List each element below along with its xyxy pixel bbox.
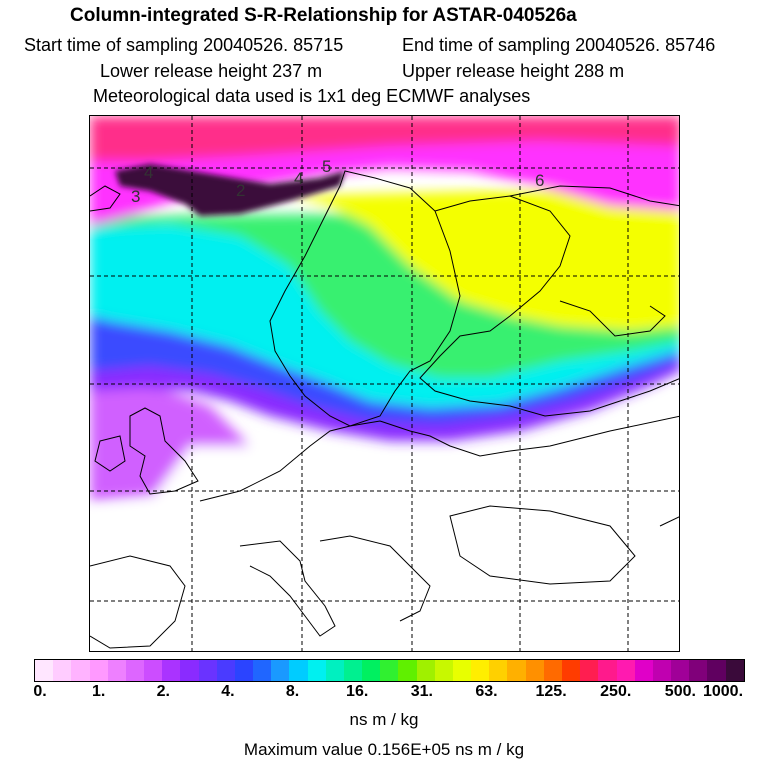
colorbar-segment <box>725 660 744 681</box>
colorbar-segment <box>380 660 399 681</box>
trajectory-label-4: 4 <box>294 169 303 188</box>
colorbar-segment <box>107 660 126 681</box>
colorbar-tick-label: 8. <box>285 683 300 700</box>
colorbar-segment <box>489 660 508 681</box>
colorbar-units: ns m / kg <box>349 710 419 729</box>
trajectory-label-6: 6 <box>535 171 544 190</box>
colorbar-tick-label: 31. <box>410 683 433 700</box>
colorbar-segment <box>307 660 326 681</box>
colorbar-segment <box>689 660 708 681</box>
colorbar-tick-label: 125. <box>535 683 567 700</box>
coastline-scandinavia <box>269 170 461 427</box>
end-time-label: End time of sampling 20040526. 85746 <box>402 35 716 55</box>
colorbar-segment <box>180 660 199 681</box>
meteorological-data-label: Meteorological data used is 1x1 deg ECMW… <box>93 86 531 106</box>
colorbar-segment <box>671 660 690 681</box>
colorbar-segment <box>561 660 581 681</box>
coastline-white-sea <box>559 300 666 337</box>
colorbar-segment <box>598 660 617 681</box>
colorbar-segment <box>89 660 108 681</box>
colorbar-segment <box>234 660 254 681</box>
colorbar-segment <box>362 660 381 681</box>
colorbar-tick-label: 4. <box>221 683 235 700</box>
coastlines <box>90 170 679 649</box>
trajectory-label-2: 3 <box>131 187 140 206</box>
start-time-label: Start time of sampling 20040526. 85715 <box>24 35 344 55</box>
colorbar-segment <box>325 660 344 681</box>
map-title: Column-integrated S-R-Relationship for A… <box>70 5 577 26</box>
colorbar-tick-label: 500. <box>664 683 696 700</box>
colorbar-tick-label: 2. <box>156 683 170 700</box>
trajectory-label-5: 5 <box>322 157 331 176</box>
graticule <box>90 116 679 651</box>
plume-clear-zone <box>90 446 679 651</box>
colorbar-segment <box>198 660 217 681</box>
trajectory-labels: 4 3 2 4 5 6 <box>131 157 544 206</box>
colorbar-segment <box>525 660 544 681</box>
coastline-uk <box>129 407 199 495</box>
colorbar-tick-label: 16. <box>346 683 369 700</box>
colorbar-segment <box>289 660 308 681</box>
colorbar <box>34 659 745 682</box>
coastline-finland-baltic <box>419 195 679 417</box>
colorbar-tick-label: 63. <box>475 683 498 700</box>
colorbar-segment <box>253 660 272 681</box>
colorbar-tick-label: 250. <box>600 683 632 700</box>
colorbar-segment <box>416 660 435 681</box>
coastline-ireland <box>94 435 126 472</box>
coastline-caspian <box>659 516 679 527</box>
colorbar-segment <box>144 660 163 681</box>
plume-field <box>90 116 679 651</box>
colorbar-segment <box>343 660 363 681</box>
colorbar-tick-label: 0. <box>33 683 47 700</box>
colorbar-segment <box>398 660 417 681</box>
coastline-balkans <box>319 535 431 622</box>
colorbar-segment <box>216 660 235 681</box>
colorbar-segment <box>616 660 635 681</box>
map-canvas[interactable]: 4 3 2 4 5 6 <box>90 116 680 652</box>
plume-top-band <box>90 116 679 161</box>
trajectory-label-1: 4 <box>144 163 153 182</box>
colorbar-segment <box>53 660 72 681</box>
colorbar-segment <box>634 660 653 681</box>
colorbar-segment <box>35 660 54 681</box>
colorbar-segment <box>507 660 526 681</box>
plume-yellow-zone <box>290 186 679 331</box>
coastline-italy <box>239 540 336 637</box>
upper-release-height-label: Upper release height 288 m <box>402 61 625 81</box>
map-panel[interactable]: 4 3 2 4 5 6 <box>89 115 680 652</box>
trajectory-label-3: 2 <box>236 181 245 200</box>
colorbar-segment <box>580 660 599 681</box>
colorbar-segment <box>471 660 490 681</box>
colorbar-tick-label: 1. <box>91 683 106 700</box>
coastline-iberia <box>90 555 186 649</box>
colorbar-segment <box>652 660 672 681</box>
lower-release-height-label: Lower release height 237 m <box>100 61 323 81</box>
colorbar-tick-label: 1000. <box>702 683 744 700</box>
colorbar-segment <box>271 660 290 681</box>
maximum-value-label: Maximum value 0.156E+05 ns m / kg <box>243 740 525 759</box>
colorbar-segment <box>125 660 145 681</box>
colorbar-segment <box>707 660 726 681</box>
coastline-continent <box>199 415 679 502</box>
colorbar-segment <box>543 660 562 681</box>
plume-max-streak <box>115 164 345 216</box>
coastline-kola <box>509 185 679 207</box>
colorbar-segment <box>162 660 181 681</box>
coastline-iceland <box>90 185 121 212</box>
colorbar-segment <box>434 660 453 681</box>
colorbar-segment <box>452 660 472 681</box>
colorbar-segment <box>71 660 90 681</box>
